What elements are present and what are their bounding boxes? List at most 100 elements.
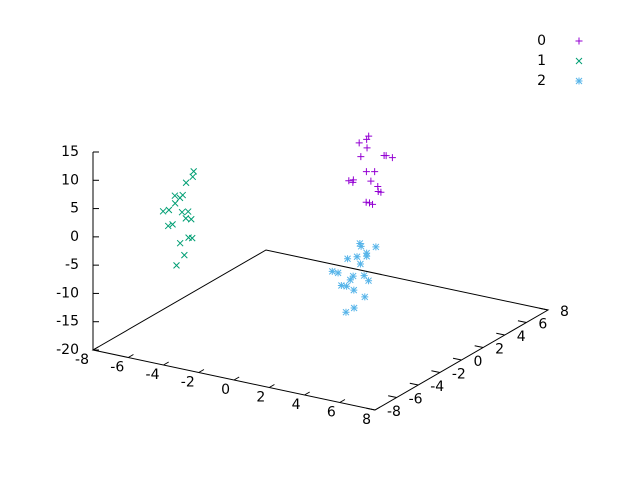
data-point: [367, 177, 375, 185]
y-tick-label: -4: [430, 379, 444, 395]
legend-marker: [575, 37, 583, 45]
data-point: [164, 222, 172, 230]
data-point: [178, 208, 186, 216]
data-point: [374, 187, 382, 195]
x-tick: [198, 369, 205, 373]
legend-marker: [575, 77, 583, 85]
z-tick-label: 5: [70, 201, 79, 217]
data-point: [363, 249, 371, 257]
data-point: [176, 239, 184, 247]
data-point: [184, 208, 192, 215]
data-point: [159, 207, 167, 215]
data-point: [355, 139, 363, 147]
data-point: [182, 179, 190, 187]
z-tick-label: -10: [56, 285, 79, 301]
data-point: [344, 255, 352, 263]
z-tick-label: -5: [65, 257, 79, 273]
y-tick-label: -8: [387, 404, 401, 420]
data-point: [372, 243, 380, 251]
data-point: [363, 144, 371, 152]
y-tick: [452, 357, 462, 361]
y-tick: [539, 307, 549, 311]
data-point: [328, 267, 336, 275]
data-point: [190, 168, 198, 175]
x-tick-label: 8: [362, 412, 371, 428]
y-tick-label: 6: [538, 317, 547, 333]
data-point: [185, 234, 192, 242]
data-point: [380, 151, 388, 159]
data-point: [363, 135, 371, 143]
data-point: [182, 215, 190, 222]
data-point: [353, 253, 361, 261]
z-tick-label: -20: [56, 342, 79, 358]
data-point: [360, 272, 368, 280]
data-point: [346, 276, 354, 284]
y-tick: [517, 320, 527, 323]
data-point: [369, 200, 377, 208]
x-tick-label: 0: [221, 382, 230, 398]
x-tick: [233, 376, 240, 381]
data-point: [169, 221, 176, 228]
y-tick: [388, 395, 397, 398]
data-point: [362, 198, 370, 206]
data-point: [357, 242, 365, 250]
data-point: [181, 251, 188, 259]
data-point: [356, 260, 364, 268]
x-tick-label: 2: [256, 390, 265, 406]
y-tick-label: 0: [474, 354, 483, 370]
y-tick-label: -2: [452, 367, 466, 383]
y-tick-label: 8: [560, 304, 569, 320]
data-point: [349, 176, 357, 184]
data-point: [361, 293, 369, 301]
data-point: [171, 200, 179, 207]
x-tick-label: -2: [181, 375, 195, 391]
data-point: [173, 262, 180, 269]
data-point: [165, 206, 173, 214]
y-tick: [474, 345, 484, 348]
x-tick: [304, 391, 310, 396]
x-tick-label: 6: [327, 405, 336, 421]
x-tick: [163, 361, 169, 366]
data-point: [187, 215, 195, 223]
base-frame: [91, 249, 550, 411]
data-point: [388, 154, 396, 162]
data-point: [357, 153, 365, 161]
z-tick-label: 0: [70, 229, 79, 245]
data-point: [171, 192, 179, 200]
y-tick: [496, 332, 505, 336]
data-point: [176, 194, 184, 202]
data-point: [371, 168, 379, 176]
y-tick-label: 4: [517, 329, 526, 345]
x-tick-label: 4: [292, 397, 301, 413]
data-point: [366, 199, 374, 207]
data-point: [337, 281, 345, 289]
x-tick-label: -6: [110, 360, 124, 376]
y-tick: [366, 407, 376, 411]
data-point: [362, 168, 370, 176]
x-tick-label: -8: [75, 352, 89, 368]
data-point: [343, 282, 351, 290]
legend-label: 0: [537, 33, 546, 49]
legend-label: 2: [537, 73, 546, 89]
y-tick: [431, 370, 440, 373]
data-point: [349, 272, 357, 280]
y-tick-label: 2: [495, 342, 504, 358]
data-point: [350, 304, 358, 312]
x-tick: [268, 384, 275, 388]
data-point: [365, 277, 373, 285]
data-point: [350, 286, 358, 294]
y-tick: [409, 382, 419, 386]
x-tick: [127, 354, 134, 358]
x-tick: [374, 406, 381, 411]
data-point: [334, 269, 342, 277]
legend-marker: [575, 57, 583, 65]
z-tick-label: 10: [61, 172, 79, 188]
data-point: [356, 239, 364, 247]
data-point: [342, 308, 350, 316]
x-tick: [339, 399, 346, 403]
data-point: [345, 177, 353, 185]
z-tick-label: -15: [56, 314, 79, 330]
y-tick-label: -6: [409, 392, 423, 408]
z-tick-label: 15: [61, 144, 79, 160]
